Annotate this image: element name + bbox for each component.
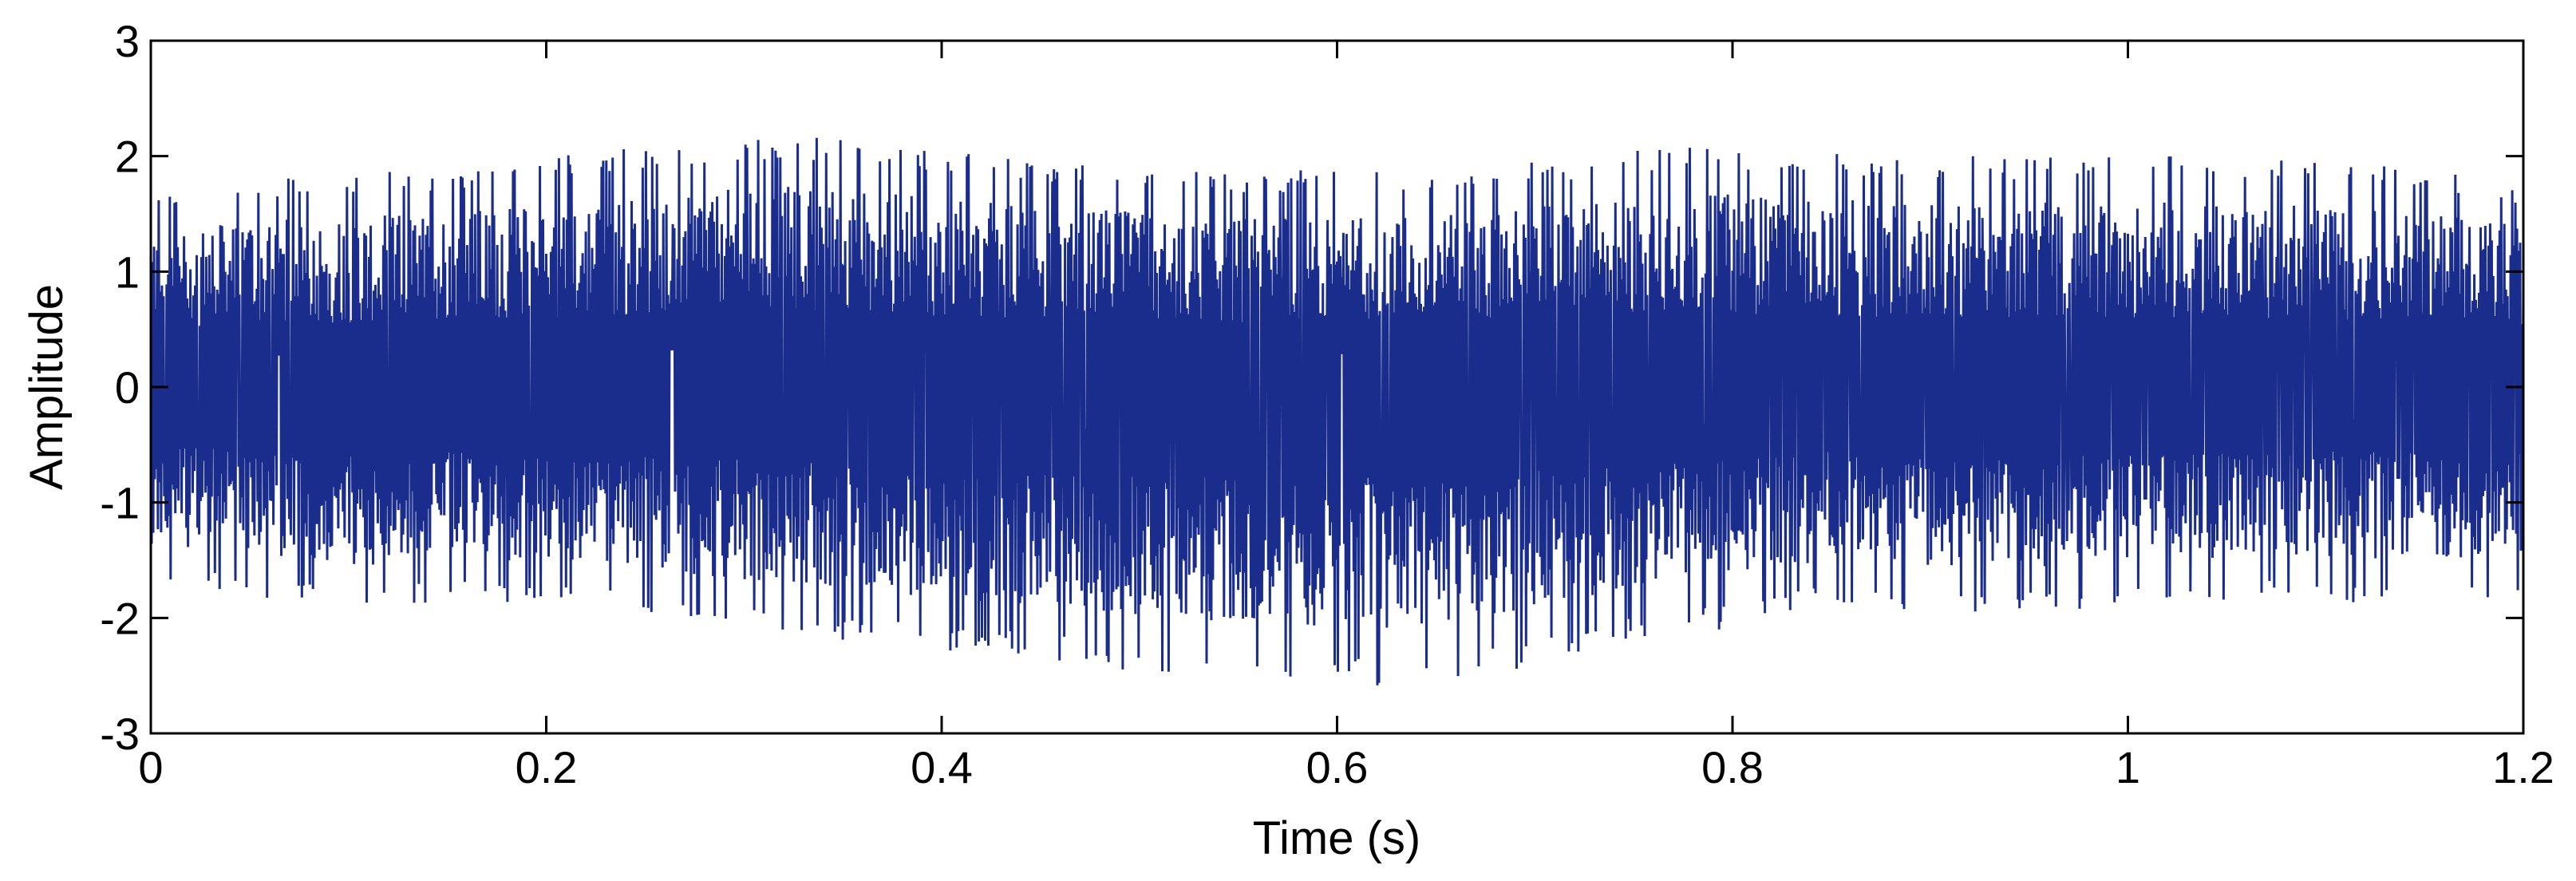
y-tick-label: -1 [100, 478, 140, 528]
x-tick-label: 0.2 [516, 742, 578, 792]
x-tick-label: 0.4 [911, 742, 973, 792]
series-line [149, 137, 2525, 685]
x-tick-label: 0.6 [1306, 742, 1369, 792]
x-tick-label: 0 [138, 742, 163, 792]
x-axis-label: Time (s) [1253, 812, 1420, 864]
plot-area [149, 137, 2525, 685]
y-tick-label: -2 [100, 593, 140, 643]
x-tick-label: 0.8 [1701, 742, 1764, 792]
y-axis: 3 2 1 0 -1 -2 -3 [100, 16, 2523, 759]
y-tick-label: 1 [115, 247, 140, 297]
x-tick-label: 1.2 [2492, 742, 2554, 792]
x-tick-label: 1 [2116, 742, 2140, 792]
y-tick-label: 2 [115, 132, 140, 182]
y-tick-label: -3 [100, 709, 140, 759]
y-axis-label: Amplitude [21, 284, 73, 490]
y-tick-label: 0 [115, 362, 140, 413]
x-axis: 0 0.2 0.4 0.6 0.8 1 1.2 [138, 41, 2554, 792]
y-tick-label: 3 [115, 16, 140, 66]
